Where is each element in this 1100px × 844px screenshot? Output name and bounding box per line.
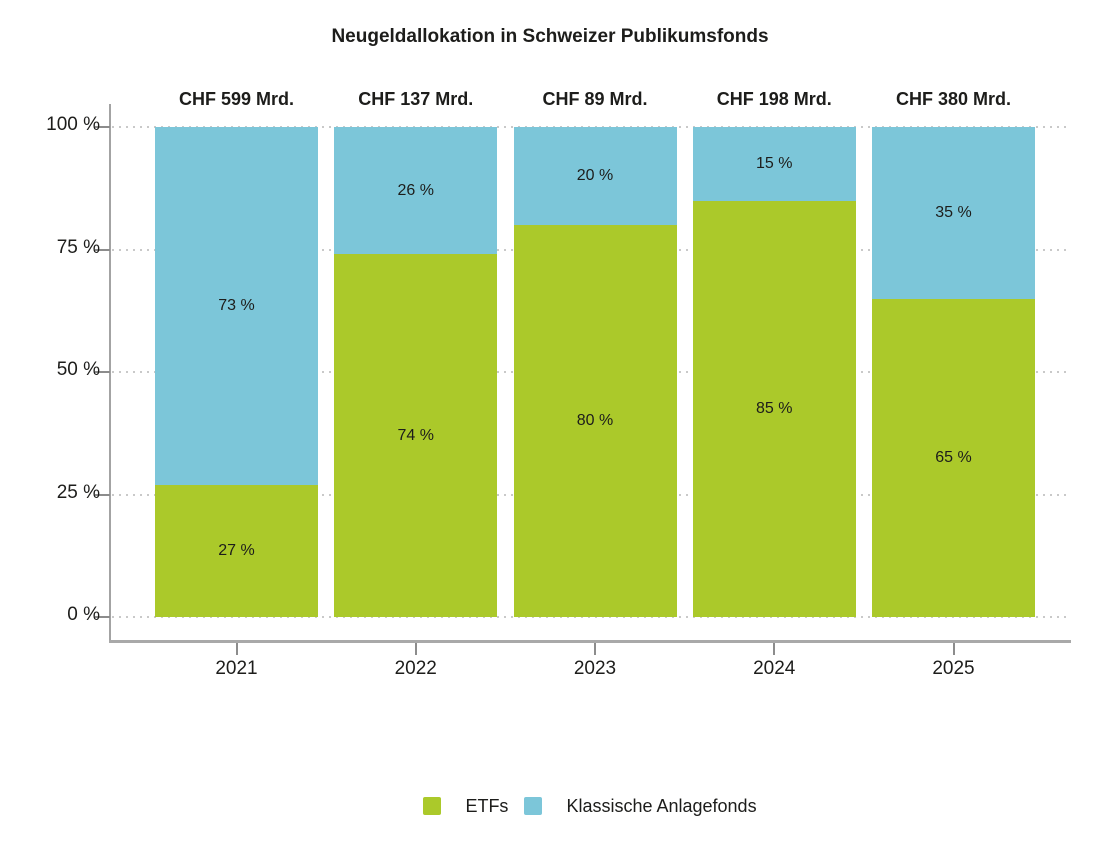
x-axis-tick-2022 <box>414 643 417 655</box>
bar-total-label-2024: CHF 198 Mrd. <box>716 89 832 109</box>
legend-label-klassische-anlagefonds: Klassische Anlagefonds <box>566 795 757 816</box>
y-axis-tick-100 <box>95 126 110 128</box>
y-axis-tick-0 <box>95 616 110 618</box>
bar-segment-klassische-anlagefonds-2023: 20 % <box>513 127 677 225</box>
y-axis-label-100: 100 % <box>46 114 100 135</box>
segment-value-label: 65 % <box>935 448 972 466</box>
segment-value-label: 73 % <box>218 296 255 314</box>
y-axis-tick-50 <box>95 371 110 373</box>
segment-value-label: 74 % <box>397 426 434 444</box>
x-axis-tick-2021 <box>235 643 238 655</box>
y-axis-label-75: 75 % <box>56 236 100 258</box>
bar-2023: CHF 89 Mrd. 20 % 80 % <box>513 89 677 617</box>
bar-segment-etfs-2025: 65 % <box>872 298 1035 617</box>
legend-item-klassische-anlagefonds: Klassische Anlagefonds <box>524 795 757 817</box>
bar-total-label-2021: CHF 599 Mrd. <box>178 89 295 109</box>
bar-segment-klassische-anlagefonds-2025: 35 % <box>872 127 1035 299</box>
segment-value-label: 26 % <box>397 181 434 199</box>
y-axis-line <box>109 104 111 643</box>
bar-2024: CHF 198 Mrd. 15 % 85 % <box>692 89 856 617</box>
bar-total-label-2025: CHF 380 Mrd. <box>895 89 1012 109</box>
bar-segment-klassische-anlagefonds-2024: 15 % <box>692 127 856 201</box>
x-axis-label-2024: 2024 <box>753 658 796 679</box>
segment-value-label: 20 % <box>576 167 614 184</box>
bar-segment-etfs-2022: 74 % <box>334 254 498 617</box>
y-axis-label-25: 25 % <box>56 481 100 503</box>
legend-item-etfs: ETFs <box>423 796 508 817</box>
x-axis-label-2023: 2023 <box>573 658 617 679</box>
bar-total-label-2022: CHF 137 Mrd. <box>358 89 474 109</box>
segment-value-label: 85 % <box>756 399 793 417</box>
segment-value-label: 15 % <box>756 154 793 172</box>
x-axis-line <box>109 640 1071 643</box>
bar-2021: CHF 599 Mrd. 73 % 27 % <box>155 89 318 617</box>
plot-area: CHF 599 Mrd. 73 % 27 % CHF 137 Mrd. 26 % 74 %… <box>112 89 1068 618</box>
segment-value-label: 27 % <box>218 541 255 559</box>
bar-2025: CHF 380 Mrd. 35 % 65 % <box>872 89 1035 617</box>
x-axis-tick-2024 <box>773 643 776 655</box>
legend-label-etfs: ETFs <box>465 795 509 816</box>
x-axis-label-2025: 2025 <box>932 658 975 679</box>
x-axis-label-2022: 2022 <box>394 658 437 679</box>
legend-swatch-etfs <box>423 797 442 815</box>
bar-segment-etfs-2024: 85 % <box>692 200 856 617</box>
x-axis-tick-2023 <box>594 643 596 655</box>
bar-segment-klassische-anlagefonds-2022: 26 % <box>334 127 498 255</box>
segment-value-label: 80 % <box>576 412 614 429</box>
legend-swatch-klassische-anlagefonds <box>524 797 543 815</box>
y-axis-label-50: 50 % <box>56 359 100 380</box>
bar-total-label-2023: CHF 89 Mrd. <box>542 89 648 109</box>
segment-value-label: 35 % <box>935 203 972 221</box>
bar-segment-klassische-anlagefonds-2021: 73 % <box>155 127 318 485</box>
y-axis-tick-75 <box>95 248 110 251</box>
chart-title: Neugeldallokation in Schweizer Publikums… <box>331 26 769 47</box>
x-axis-tick-2025 <box>952 643 955 655</box>
legend: ETFs Klassische Anlagefonds <box>112 792 1068 820</box>
bar-segment-etfs-2021: 27 % <box>155 484 318 617</box>
x-axis-label-2021: 2021 <box>215 658 258 679</box>
y-axis-label-0: 0 % <box>67 604 100 625</box>
gridline-0 <box>112 616 1068 618</box>
y-axis-tick-25 <box>95 493 110 496</box>
bar-2022: CHF 137 Mrd. 26 % 74 % <box>334 89 498 617</box>
bar-segment-etfs-2023: 80 % <box>513 225 677 617</box>
